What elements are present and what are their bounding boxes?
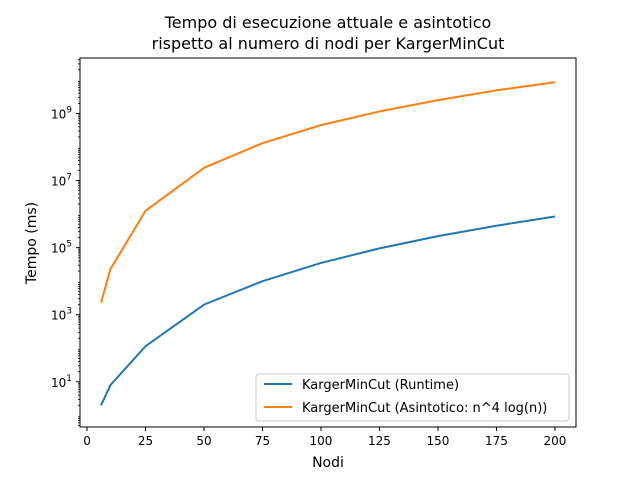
- x-tick-label: 175: [485, 434, 508, 448]
- plot-area: [79, 57, 577, 428]
- legend-box: [255, 373, 570, 422]
- legend-label-runtime: KargerMinCut (Runtime): [302, 378, 459, 393]
- x-tick-label: 125: [368, 434, 391, 448]
- x-tick-label: 150: [427, 434, 450, 448]
- chart-title-line-1: Tempo di esecuzione attuale e asintotico: [164, 13, 492, 32]
- y-axis-label: Tempo (ms): [24, 202, 40, 285]
- legend-label-asintotico: KargerMinCut (Asintotico: n^4 log(n)): [302, 401, 547, 416]
- x-tick-label: 200: [543, 434, 566, 448]
- y-tick-label: 107: [51, 173, 72, 189]
- y-tick-label: 103: [51, 307, 72, 323]
- x-axis: 0 25 50 75 100 125 150 175 200: [83, 427, 566, 448]
- y-axis: 101 103 105 107 109: [51, 59, 80, 426]
- x-tick-label: 100: [310, 434, 333, 448]
- chart-title-line-2: rispetto al numero di nodi per KargerMin…: [152, 34, 505, 53]
- x-tick-label: 25: [138, 434, 153, 448]
- y-tick-label: 109: [51, 105, 72, 121]
- series-line-2: [100, 81, 556, 303]
- y-tick-label: 101: [51, 374, 72, 390]
- series-layer: [100, 81, 556, 406]
- x-tick-label: 75: [255, 434, 270, 448]
- series-line-1: [100, 215, 556, 406]
- plot-frame: [79, 57, 577, 428]
- legend: KargerMinCut (Runtime) KargerMinCut (Asi…: [255, 373, 570, 422]
- y-tick-label: 105: [51, 240, 72, 256]
- x-tick-label: 50: [196, 434, 211, 448]
- x-tick-label: 0: [83, 434, 91, 448]
- x-axis-label: Nodi: [312, 455, 344, 471]
